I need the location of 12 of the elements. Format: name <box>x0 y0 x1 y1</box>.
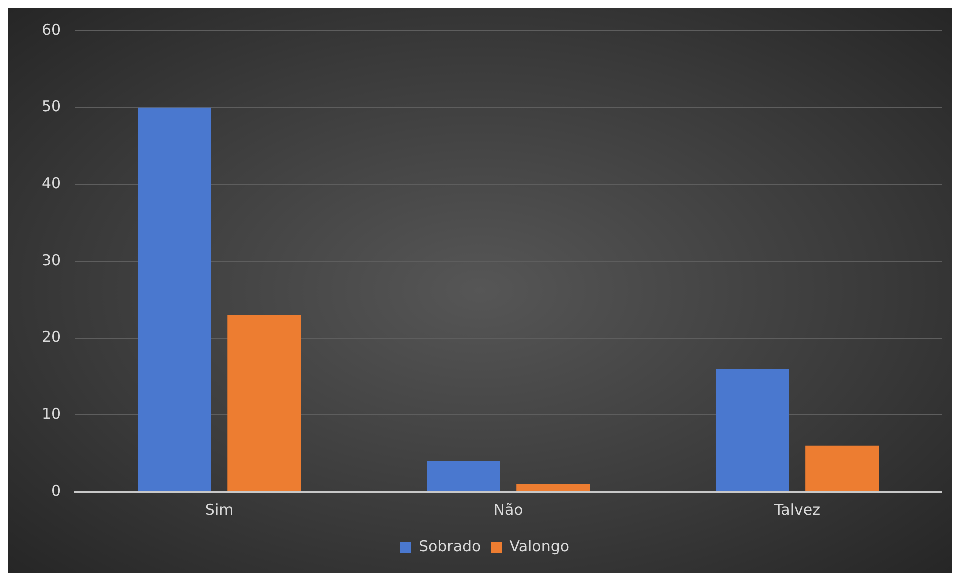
legend-label: Valongo <box>510 537 570 556</box>
y-tick-label: 10 <box>42 405 62 424</box>
legend-label: Sobrado <box>418 537 482 556</box>
y-tick-label: 0 <box>52 482 62 500</box>
y-tick-label: 50 <box>42 98 62 116</box>
x-tick-label: Talvez <box>774 500 821 519</box>
x-tick-label: Sim <box>205 500 234 519</box>
y-tick-label: 40 <box>42 174 62 193</box>
y-tick-label: 60 <box>42 20 62 39</box>
y-tick-label: 30 <box>42 251 62 270</box>
y-tick-label: 20 <box>42 328 62 346</box>
x-tick-label: Não <box>494 500 524 519</box>
